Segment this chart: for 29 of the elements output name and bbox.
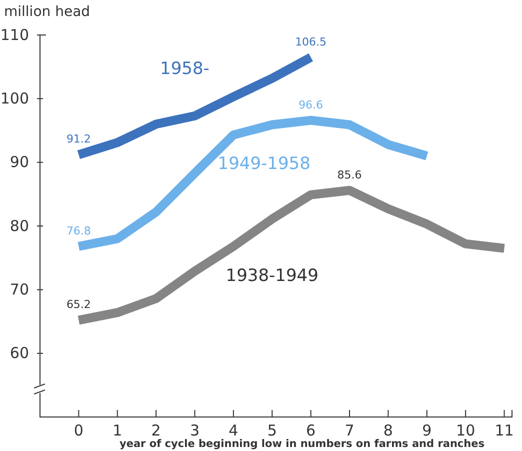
series-label: 1958-: [160, 58, 210, 79]
y-tick-label: 80: [10, 216, 29, 235]
x-tick-label: 8: [383, 422, 393, 440]
data-label: 65.2: [66, 298, 91, 312]
x-tick-label: 10: [456, 422, 476, 440]
x-tick-label: 3: [190, 422, 200, 440]
y-tick-label: 90: [10, 153, 29, 172]
x-tick-label: 4: [228, 422, 238, 440]
y-tick-label: 110: [0, 26, 29, 44]
x-tick-label: 1: [112, 422, 122, 440]
y-tick-label: 60: [10, 344, 29, 362]
y-axis-title: million head: [4, 4, 90, 20]
series-label: 1949-1958: [218, 154, 310, 174]
y-tick-label: 100: [0, 89, 29, 108]
y-tick-label: 70: [10, 280, 29, 298]
data-label: 85.6: [337, 168, 362, 182]
x-axis-title: year of cycle beginning low in numbers on farms and ranches: [119, 438, 485, 450]
series-label: 1938-1949: [226, 266, 318, 286]
x-tick-label: 2: [151, 422, 161, 440]
data-label: 96.6: [298, 98, 324, 112]
x-tick-label: 9: [422, 422, 432, 440]
data-label: 76.8: [66, 224, 91, 238]
data-label: 91.2: [66, 132, 91, 146]
x-tick-label: 5: [267, 422, 277, 440]
x-tick-label: 0: [74, 422, 84, 440]
x-tick-label: 6: [306, 422, 316, 440]
data-label: 106.5: [295, 35, 327, 48]
x-tick-label: 7: [344, 422, 354, 440]
x-tick-label: 11: [494, 422, 514, 440]
